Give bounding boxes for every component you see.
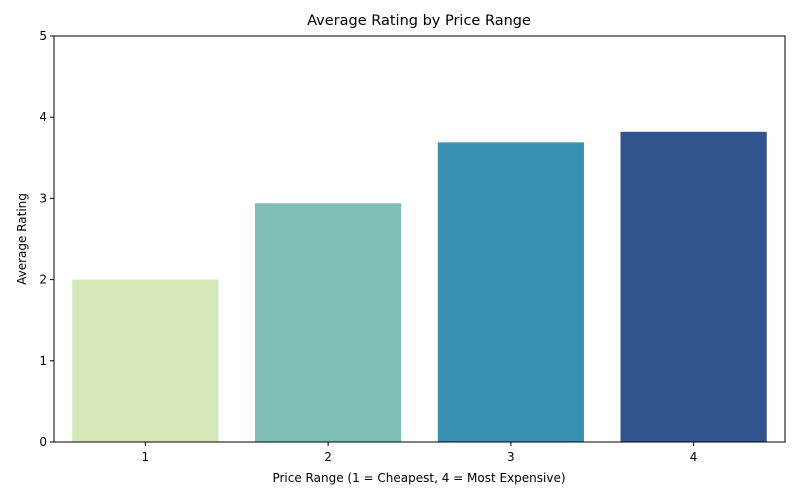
x-tick-label: 3 [507, 450, 515, 464]
y-tick-label: 5 [39, 29, 47, 43]
y-axis-label: Average Rating [15, 193, 29, 285]
bar-4 [620, 131, 767, 443]
bar-2 [255, 203, 402, 442]
bar-1 [72, 279, 219, 442]
x-axis-ticks: 1 2 3 4 [142, 442, 698, 464]
bars-group [72, 131, 767, 443]
y-tick-label: 4 [39, 110, 47, 124]
x-tick-label: 1 [142, 450, 150, 464]
y-tick-label: 2 [39, 273, 47, 287]
x-tick-label: 2 [324, 450, 332, 464]
plot-frame [53, 35, 786, 443]
y-tick-label: 0 [39, 435, 47, 449]
bar-3 [437, 142, 584, 442]
y-axis-ticks: 0 1 2 3 4 5 [39, 29, 54, 449]
x-tick-label: 4 [690, 450, 698, 464]
y-tick-label: 3 [39, 191, 47, 205]
y-tick-label: 1 [39, 354, 47, 368]
x-axis-label: Price Range (1 = Cheapest, 4 = Most Expe… [272, 471, 565, 485]
chart-title: Average Rating by Price Range [307, 13, 531, 29]
